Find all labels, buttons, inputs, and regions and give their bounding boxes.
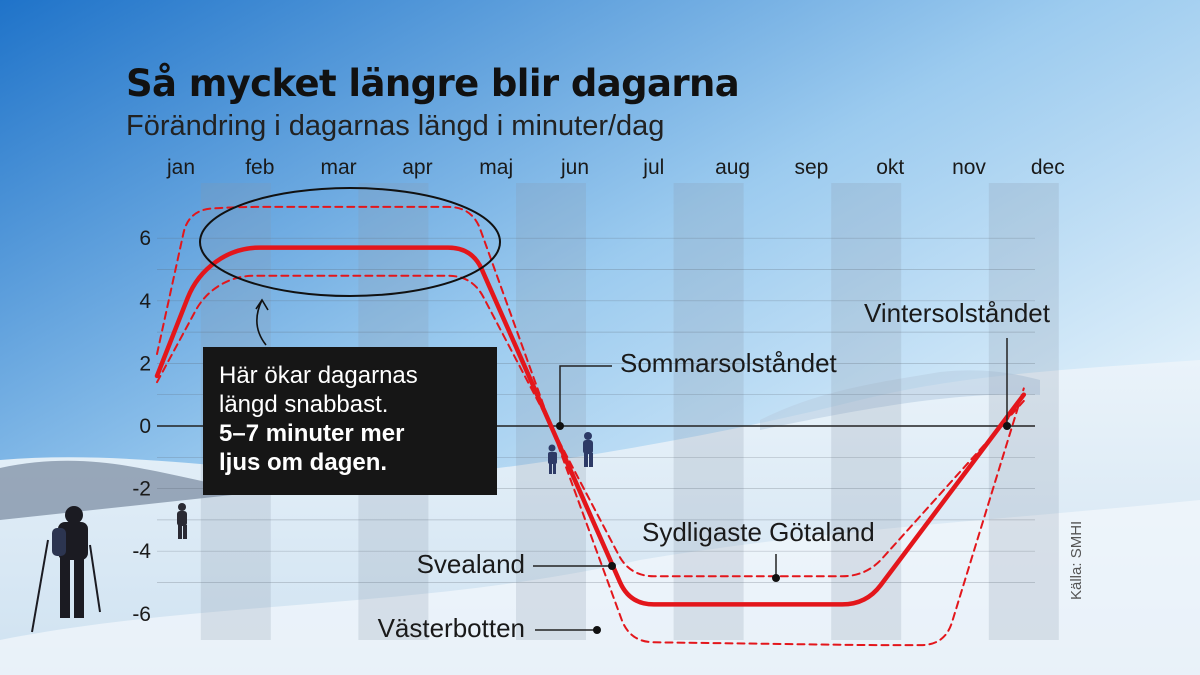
annotation-leader — [559, 365, 612, 426]
annotation-dot — [608, 562, 616, 570]
month-stripe — [988, 183, 1059, 640]
vasterbotten-label: Västerbotten — [378, 613, 525, 643]
annotation-dot — [1003, 422, 1011, 430]
y-tick-label: 2 — [139, 352, 151, 375]
series-line — [156, 205, 1025, 647]
month-label: dec — [1031, 156, 1065, 179]
month-stripe — [831, 183, 902, 640]
month-label: maj — [479, 156, 513, 179]
callout-arrow — [256, 299, 267, 346]
month-label: okt — [876, 156, 904, 179]
series-line — [156, 274, 1025, 578]
month-label: feb — [245, 156, 274, 179]
month-stripe — [516, 183, 586, 640]
sommarsolstandet-label: Sommarsolståndet — [620, 348, 838, 378]
month-label: apr — [402, 156, 432, 179]
callout-text: längd snabbast. — [219, 391, 389, 418]
callout-box: Här ökar dagarnas längd snabbast. 5–7 mi… — [203, 347, 497, 495]
month-label: mar — [321, 156, 357, 179]
month-stripe — [673, 183, 744, 640]
series-line — [154, 245, 1027, 607]
hiker-figures — [31, 432, 593, 633]
month-label: jun — [560, 156, 589, 179]
y-tick-label: 4 — [139, 290, 151, 313]
chart-subtitle: Förändring i dagarnas längd i minuter/da… — [126, 110, 665, 142]
month-label: nov — [952, 156, 986, 179]
hiker-figure — [177, 503, 187, 539]
month-labels: jan feb mar apr maj jun jul aug sep okt nov dec — [166, 156, 1065, 179]
annotation-dot — [556, 422, 564, 430]
hiker-figure — [548, 432, 593, 474]
y-tick-label: -4 — [132, 540, 151, 563]
callout-bold-text: 5–7 minuter mer — [219, 420, 405, 447]
month-label: jul — [642, 156, 664, 179]
highlight-ellipse — [199, 187, 501, 297]
callout-text: Här ökar dagarnas — [219, 362, 418, 389]
y-tick-label: 6 — [139, 227, 151, 250]
source-label: Källa: SMHI — [1068, 520, 1085, 600]
svealand-label: Svealand — [417, 549, 525, 579]
annotation-dot — [593, 626, 601, 634]
series-lines — [154, 205, 1027, 647]
callout-arrow-head — [255, 298, 269, 311]
hiker-figure — [31, 506, 101, 633]
month-label: sep — [794, 156, 828, 179]
vintersolstandet-label: Vintersolståndet — [864, 298, 1051, 328]
sydligaste-gotaland-label: Sydligaste Götaland — [642, 517, 875, 547]
y-tick-label: 0 — [139, 415, 151, 438]
chart-title: Så mycket längre blir dagarna — [126, 62, 740, 105]
y-tick-label: -2 — [132, 478, 151, 501]
annotations: Sommarsolståndet Vintersolståndet Sydligas… — [199, 187, 1051, 643]
y-axis-ticks: 6 4 2 0 -2 -4 -6 — [132, 227, 151, 626]
month-label: jan — [166, 156, 195, 179]
annotation-dot — [772, 574, 780, 582]
y-tick-label: -6 — [132, 603, 151, 626]
month-label: aug — [715, 156, 750, 179]
callout-bold-text: ljus om dagen. — [219, 449, 388, 476]
